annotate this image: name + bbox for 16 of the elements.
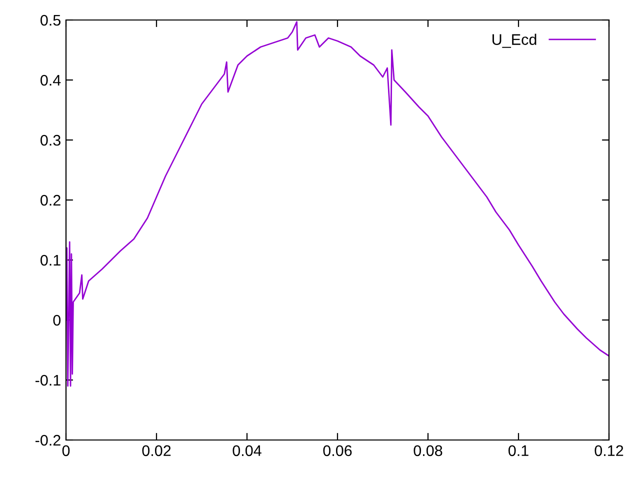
y-tick-label: 0 — [53, 314, 61, 326]
y-tick-label: 0.1 — [40, 254, 60, 266]
legend-label: U_Ecd — [492, 34, 536, 48]
x-tick-label: 0.04 — [232, 445, 262, 456]
y-tick-label: 0.3 — [40, 134, 60, 146]
x-tick-label: 0.02 — [142, 445, 171, 456]
x-tick-label: 0.06 — [323, 445, 352, 456]
x-tick-label: 0.12 — [594, 445, 624, 456]
y-tick-label: -0.2 — [35, 434, 60, 446]
y-tick-label: 0.2 — [40, 194, 60, 206]
y-tick-label: -0.1 — [35, 374, 60, 386]
x-tick-label: 0.1 — [508, 445, 528, 456]
x-tick-label: 0 — [62, 445, 70, 456]
y-tick-label: 0.4 — [40, 74, 61, 86]
y-tick-label: 0.5 — [40, 14, 60, 26]
x-tick-label: 0.08 — [414, 445, 442, 456]
